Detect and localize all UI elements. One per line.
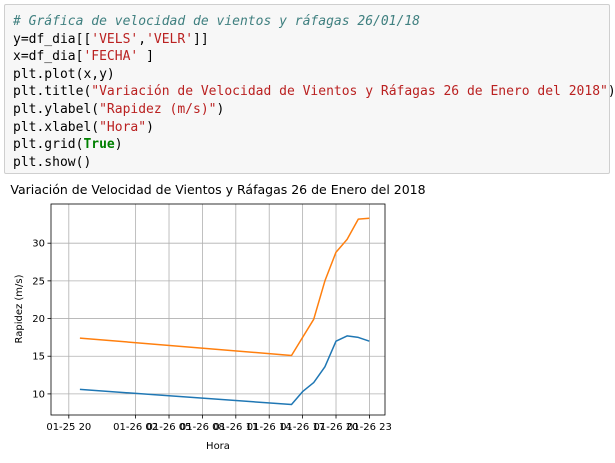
x-tick-label: 01-26 08 xyxy=(180,422,225,433)
code-string: 'FECHA' xyxy=(83,49,139,65)
plot-frame xyxy=(50,203,386,416)
y-axis-label: Rapidez (m/s) xyxy=(14,274,25,343)
y-tick-label: 10 xyxy=(32,389,45,400)
code-cell[interactable]: # Gráfica de velocidad de vientos y ráfa… xyxy=(4,4,615,174)
code-token: ]] xyxy=(193,31,209,47)
x-tick-label: 01-26 20 xyxy=(314,422,359,433)
y-tick-label: 20 xyxy=(32,314,45,325)
code-line: plt.plot(x,y) xyxy=(13,66,115,82)
code-token: plt.xlabel( xyxy=(13,119,100,135)
x-tick-label: 01-26 14 xyxy=(247,422,292,433)
line-chart: Variación de Velocidad de Vientos y Ráfa… xyxy=(10,182,425,452)
code-string: 'VELR' xyxy=(146,31,194,47)
code-line: plt.show() xyxy=(13,154,92,170)
y-axis-ticks: 10 15 20 25 30 xyxy=(32,239,51,400)
code-editor[interactable]: # Gráfica de velocidad de vientos y ráfa… xyxy=(13,13,615,171)
code-comment: # Gráfica de velocidad de vientos y ráfa… xyxy=(13,14,420,29)
code-token: plt.ylabel( xyxy=(13,101,100,117)
code-string: "Variación de Velocidad de Vientos y Ráf… xyxy=(91,84,608,100)
x-tick-label: 01-26 23 xyxy=(347,422,392,433)
code-string: "Hora" xyxy=(99,119,147,135)
code-token: ] xyxy=(138,49,154,65)
chart-grid xyxy=(51,204,385,415)
code-string: "Rapidez (m/s)" xyxy=(99,101,217,117)
code-token: ) xyxy=(114,137,123,153)
x-axis-label: Hora xyxy=(206,441,230,452)
series-line-2 xyxy=(79,217,370,357)
code-token: ) xyxy=(216,101,225,117)
x-tick-label: 01-26 17 xyxy=(280,422,325,433)
code-token: plt.title( xyxy=(13,84,92,100)
series-line-1 xyxy=(79,335,370,406)
y-tick-label: 25 xyxy=(32,276,45,287)
x-tick-label: 01-26 02 xyxy=(113,422,158,433)
code-token: y=df_dia[[ xyxy=(13,31,92,47)
code-token: plt.grid( xyxy=(13,137,84,153)
code-token: ) xyxy=(607,84,615,100)
code-string: 'VELS' xyxy=(91,31,139,47)
chart-series xyxy=(79,217,370,406)
y-tick-label: 30 xyxy=(32,239,45,250)
code-token: x=df_dia[ xyxy=(13,49,84,65)
y-tick-label: 15 xyxy=(32,352,45,363)
x-tick-label: 01-26 11 xyxy=(213,422,258,433)
code-token: , xyxy=(138,31,147,47)
code-keyword: True xyxy=(83,137,115,153)
x-tick-label: 01-25 20 xyxy=(46,422,91,433)
chart-title: Variación de Velocidad de Vientos y Ráfa… xyxy=(10,182,425,197)
cell-output: Variación de Velocidad de Vientos y Ráfa… xyxy=(0,176,615,459)
code-token: ) xyxy=(146,119,154,135)
x-tick-label: 01-26 05 xyxy=(147,422,192,433)
